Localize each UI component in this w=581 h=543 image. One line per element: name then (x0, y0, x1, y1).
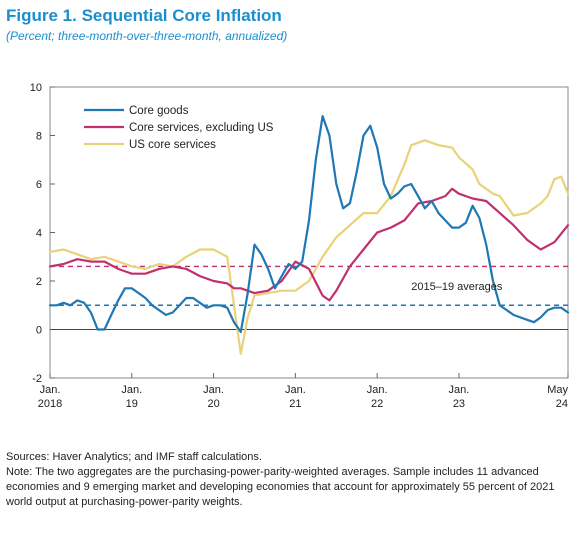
x-tick-label: May (547, 384, 568, 396)
figure-subtitle: (Percent; three-month-over-three-month, … (6, 29, 288, 43)
legend-label: Core goods (129, 105, 189, 117)
x-tick-label: 19 (126, 398, 138, 410)
legend-label: US core services (129, 139, 216, 151)
note-text: Note: The two aggregates are the purchas… (6, 466, 555, 508)
x-tick-label: Jan. (203, 384, 224, 396)
figure-title: Figure 1. Sequential Core Inflation (6, 6, 282, 25)
x-tick-label: 21 (289, 398, 301, 410)
source-notes: Sources: Haver Analytics; and IMF staff … (6, 450, 574, 510)
series-line (48, 187, 570, 302)
x-tick-label: Jan. (121, 384, 142, 396)
x-tick-label: 24 (556, 398, 568, 410)
plot-frame (49, 86, 569, 379)
chart-legend: Core goods Core services, excluding US US … (84, 105, 274, 151)
legend-label: Core services, excluding US (129, 122, 274, 134)
y-tick-label: 2 (36, 276, 42, 288)
y-tick-label: 4 (36, 228, 42, 240)
chart-annotations: 2015–19 averages (411, 281, 503, 293)
x-tick-label: 20 (207, 398, 219, 410)
y-tick-label: 8 (36, 131, 42, 143)
averages-annotation: 2015–19 averages (411, 281, 503, 293)
x-tick-label: 22 (371, 398, 383, 410)
x-tick-label: 2018 (38, 398, 62, 410)
y-tick-label: 10 (30, 82, 42, 94)
sources-text: Sources: Haver Analytics; and IMF staff … (6, 451, 262, 463)
x-tick-label: Jan. (40, 384, 61, 396)
x-tick-label: Jan. (449, 384, 470, 396)
chart-axes: -20246810Jan.2018Jan.19Jan.20Jan.21Jan.2… (30, 82, 569, 410)
series-lines (48, 115, 570, 355)
line-chart: -20246810Jan.2018Jan.19Jan.20Jan.21Jan.2… (30, 82, 570, 410)
series-line (48, 139, 570, 355)
x-tick-label: 23 (453, 398, 465, 410)
y-tick-label: -2 (32, 373, 42, 385)
y-tick-label: 0 (36, 325, 42, 337)
x-tick-label: Jan. (285, 384, 306, 396)
y-tick-label: 6 (36, 179, 42, 191)
x-tick-label: Jan. (367, 384, 388, 396)
series-line (48, 115, 570, 333)
